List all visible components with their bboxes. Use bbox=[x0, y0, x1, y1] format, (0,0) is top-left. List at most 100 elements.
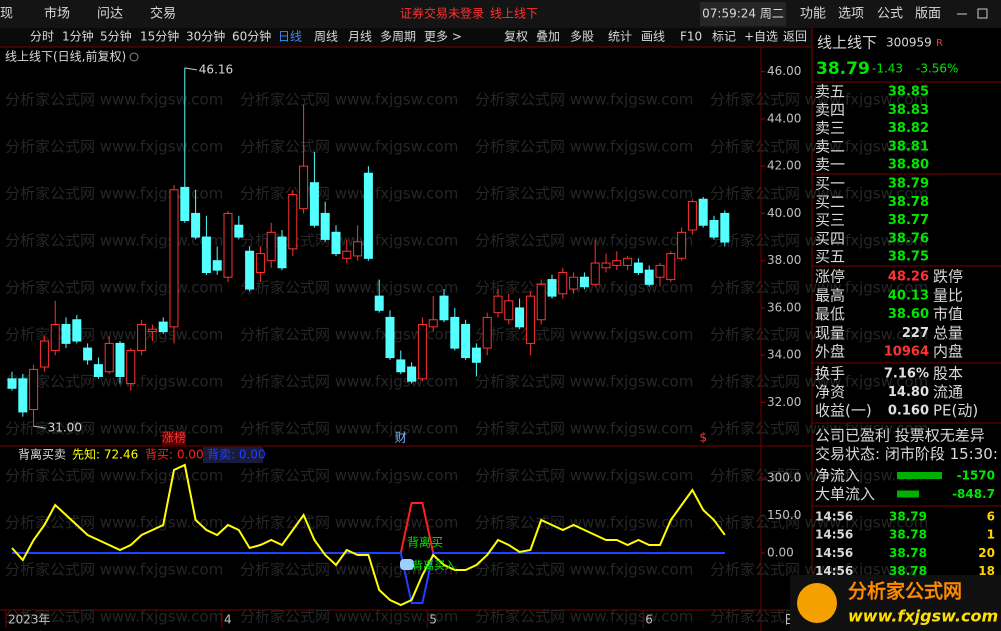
legend: 背卖: 0.00 bbox=[207, 448, 266, 462]
menu-item[interactable]: 问达 bbox=[97, 7, 123, 22]
quote-label: 现量 bbox=[815, 324, 845, 342]
clock-box bbox=[700, 2, 786, 26]
date-label: 6 bbox=[645, 613, 653, 627]
quote-value: 38.77 bbox=[888, 213, 929, 228]
candle-body bbox=[547, 279, 557, 297]
period-button[interactable]: 60分钟 bbox=[232, 29, 271, 44]
candle-body bbox=[342, 250, 352, 259]
event-label[interactable]: 财 bbox=[395, 431, 407, 445]
tool-button[interactable]: F10 bbox=[680, 30, 702, 44]
event-box bbox=[162, 431, 186, 445]
quote-value: 48.26 bbox=[888, 270, 929, 285]
candle-body bbox=[39, 340, 49, 368]
tool-button[interactable]: 复权 bbox=[504, 30, 528, 44]
watermark: 分析家公式网 www.fxjgsw.com bbox=[710, 91, 928, 109]
quote-label: 市值 bbox=[933, 305, 963, 323]
logo-name: 分析家公式网 bbox=[848, 580, 962, 603]
tool-button[interactable]: 叠加 bbox=[536, 30, 560, 44]
quote-value: 38.78 bbox=[888, 195, 929, 210]
quote-label: 卖二 bbox=[815, 137, 845, 155]
quote-label: 外盘 bbox=[815, 343, 845, 361]
candle-body bbox=[536, 283, 546, 321]
candle-body bbox=[461, 323, 471, 359]
period-button[interactable]: 1分钟 bbox=[62, 29, 94, 44]
watermark: 分析家公式网 www.fxjgsw.com bbox=[475, 514, 693, 532]
watermark: 分析家公式网 www.fxjgsw.com bbox=[5, 561, 223, 579]
y-tick-label: 42.00 bbox=[767, 159, 801, 173]
quote-label: 净资 bbox=[815, 383, 845, 401]
period-button[interactable]: 月线 bbox=[348, 30, 372, 44]
quote-value: 38.80 bbox=[888, 158, 929, 173]
period-button[interactable]: 15分钟 bbox=[140, 29, 179, 44]
max-label: 46.16 bbox=[199, 62, 233, 76]
watermark: 分析家公式网 www.fxjgsw.com bbox=[475, 608, 693, 626]
watermark: 分析家公式网 www.fxjgsw.com bbox=[5, 326, 223, 344]
candle-body bbox=[83, 347, 93, 361]
tool-button[interactable]: 画线 bbox=[641, 30, 665, 44]
candle-body bbox=[169, 189, 179, 328]
quote-label: 收益(一) bbox=[815, 402, 872, 420]
watermark: 分析家公式网 www.fxjgsw.com bbox=[5, 373, 223, 391]
tool-button[interactable]: 返回 bbox=[783, 30, 807, 44]
watermark: 分析家公式网 www.fxjgsw.com bbox=[710, 185, 928, 203]
flow-bar bbox=[897, 490, 919, 498]
period-button[interactable]: 5分钟 bbox=[100, 29, 132, 44]
watermark: 分析家公式网 www.fxjgsw.com bbox=[710, 514, 928, 532]
event-label[interactable]: 涨榜 bbox=[162, 430, 186, 445]
watermark: 分析家公式网 www.fxjgsw.com bbox=[240, 420, 458, 438]
menu-item[interactable]: 选项 bbox=[838, 7, 864, 22]
menu-item[interactable]: 现 bbox=[0, 7, 13, 22]
candle-body bbox=[320, 212, 330, 240]
candle-body bbox=[493, 295, 503, 314]
watermark: 分析家公式网 www.fxjgsw.com bbox=[5, 91, 223, 109]
menu-item[interactable]: 功能 bbox=[800, 7, 826, 22]
settings-icon[interactable] bbox=[129, 52, 139, 62]
menu-item[interactable]: 交易 bbox=[150, 6, 176, 22]
quote-label: 涨停 bbox=[815, 268, 845, 286]
watermark: 分析家公式网 www.fxjgsw.com bbox=[5, 467, 223, 485]
candle-body bbox=[104, 342, 114, 373]
period-button[interactable]: 周线 bbox=[314, 30, 338, 44]
candle-body bbox=[385, 316, 395, 359]
login-notice[interactable]: 证券交易未登录 bbox=[400, 6, 484, 21]
candle-body bbox=[677, 231, 687, 259]
tick-volume: 18 bbox=[978, 564, 995, 578]
quote-value: 38.60 bbox=[888, 307, 929, 322]
tool-button[interactable]: 标记 bbox=[712, 30, 736, 44]
period-button[interactable]: 更多 > bbox=[424, 30, 462, 44]
y-tick-label: 300.0 bbox=[767, 471, 801, 485]
quote-label: 股本 bbox=[933, 365, 963, 383]
y-tick-label: 32.00 bbox=[767, 395, 801, 409]
y-tick-label: 44.00 bbox=[767, 111, 801, 125]
watermark: 分析家公式网 www.fxjgsw.com bbox=[240, 138, 458, 156]
max-pointer bbox=[184, 67, 197, 71]
toolbar bbox=[0, 28, 812, 47]
period-button[interactable]: 日线 bbox=[278, 30, 302, 44]
quote-label: 买四 bbox=[815, 229, 845, 247]
tick-time: 14:56 bbox=[815, 564, 853, 578]
candle-body bbox=[191, 212, 201, 238]
tool-button[interactable]: 统计 bbox=[608, 30, 632, 44]
maximize-icon[interactable] bbox=[977, 8, 988, 19]
watermark: 分析家公式网 www.fxjgsw.com bbox=[5, 232, 223, 250]
candle-body bbox=[93, 364, 103, 377]
period-button[interactable]: 多周期 bbox=[380, 30, 416, 44]
candle-body bbox=[61, 323, 71, 344]
tool-button[interactable]: 多股 bbox=[570, 30, 594, 44]
period-button[interactable]: 分时 bbox=[30, 30, 54, 44]
tool-button[interactable]: +自选 bbox=[744, 30, 778, 44]
tick-price: 38.78 bbox=[889, 564, 927, 578]
candle-body bbox=[180, 186, 190, 222]
quote-flag: R bbox=[936, 38, 943, 49]
menu-item[interactable]: 市场 bbox=[44, 6, 70, 22]
menu-item[interactable]: 公式 bbox=[877, 7, 903, 22]
menu-item[interactable]: 版面 bbox=[915, 7, 941, 22]
status-text: 公司已盈利 投票权无差异 bbox=[815, 427, 985, 445]
period-button[interactable]: 30分钟 bbox=[186, 29, 225, 44]
watermark: 分析家公式网 www.fxjgsw.com bbox=[710, 232, 928, 250]
candle-body bbox=[698, 198, 708, 226]
candle-body bbox=[655, 264, 665, 278]
event-label[interactable]: $ bbox=[699, 431, 707, 445]
quote-value: 7.16% bbox=[884, 367, 929, 382]
legend: 背买: 0.00 bbox=[145, 448, 204, 462]
